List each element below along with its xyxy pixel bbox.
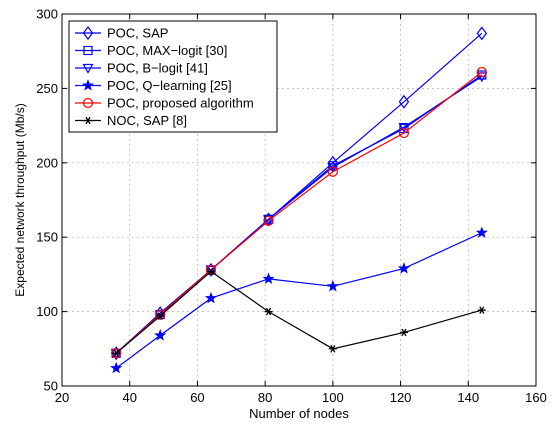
x-tick-label: 80 <box>258 390 272 405</box>
data-point <box>112 349 121 358</box>
x-tick-label: 100 <box>322 390 344 405</box>
data-point <box>398 122 410 133</box>
data-point <box>156 312 165 320</box>
x-tick-label: 20 <box>55 390 69 405</box>
legend-marker <box>82 97 94 109</box>
asterisk-stroke <box>265 307 272 316</box>
x-tick-label: 120 <box>390 390 412 405</box>
legend-item: POC, SAP <box>75 26 168 41</box>
legend-label: POC, MAX−logit [30] <box>107 43 227 58</box>
x-tick-label: 160 <box>525 390 547 405</box>
data-point <box>154 310 166 321</box>
y-tick-label: 100 <box>36 304 58 319</box>
data-point <box>398 127 410 139</box>
data-point <box>399 328 408 337</box>
data-point <box>327 166 338 177</box>
series-line <box>115 71 483 354</box>
data-point <box>475 226 488 238</box>
x-tick-label: 140 <box>457 390 479 405</box>
plot-frame <box>61 13 537 387</box>
data-point <box>204 291 218 304</box>
legend-marker <box>82 63 94 74</box>
data-point <box>477 306 486 314</box>
y-tick-label: 50 <box>44 379 58 394</box>
legend-item: POC, Q−learning [25] <box>75 78 232 93</box>
legend-label: NOC, SAP [8] <box>107 113 187 128</box>
asterisk-stroke <box>85 116 91 125</box>
data-point <box>205 264 217 276</box>
legend-label: POC, proposed algorithm <box>107 96 254 111</box>
x-tick-label: 60 <box>190 390 204 405</box>
data-point <box>205 265 217 276</box>
y-tick-label: 200 <box>36 155 58 170</box>
asterisk-stroke <box>401 328 407 337</box>
data-point <box>476 72 488 83</box>
data-point <box>327 155 339 170</box>
asterisk-stroke <box>479 306 485 314</box>
legend-marker <box>81 79 95 91</box>
data-point <box>154 329 167 341</box>
data-point <box>110 361 123 374</box>
legend-item: NOC, SAP [8] <box>75 113 187 128</box>
legend-label: POC, Q−learning [25] <box>107 78 232 93</box>
legend-marker <box>84 116 92 125</box>
data-point <box>476 66 487 78</box>
legend-item: POC, proposed algorithm <box>75 96 254 111</box>
legend-label: POC, SAP <box>107 26 168 41</box>
y-tick-label: 150 <box>36 230 58 245</box>
y-axis-label: Expected network throughput (Mb/s) <box>13 103 27 296</box>
x-tick-label: 40 <box>122 390 136 405</box>
legend-marker <box>82 26 94 40</box>
data-point <box>262 272 275 285</box>
data-point <box>263 215 274 226</box>
x-axis-label: Number of nodes <box>249 406 349 421</box>
asterisk-stroke <box>208 267 214 276</box>
data-point <box>206 267 215 276</box>
legend-item: POC, MAX−logit [30] <box>75 43 227 58</box>
legend-label: POC, B−logit [41] <box>107 61 208 76</box>
legend-box <box>68 20 278 133</box>
series-4 <box>110 226 488 374</box>
axis-ticks: 20 40 60 80 100 120 140 160 50 100 150 200 250 300 <box>36 7 547 406</box>
y-tick-label: 250 <box>36 81 58 96</box>
data-point <box>264 307 273 316</box>
series-5 <box>111 66 487 359</box>
data-point <box>398 94 410 109</box>
legend-item: POC, B−logit [41] <box>75 61 208 76</box>
data-point <box>328 345 337 353</box>
data-point <box>476 26 488 41</box>
data-point <box>155 309 166 320</box>
series-6 <box>112 267 486 358</box>
data-point <box>326 279 339 292</box>
legend-marker <box>83 45 93 56</box>
y-tick-label: 300 <box>36 7 58 22</box>
asterisk-stroke <box>330 345 336 353</box>
data-point <box>397 262 411 274</box>
legend: POC, SAP POC, MAX−logit [30] POC, B−logit … <box>68 20 278 133</box>
data-point <box>111 348 122 359</box>
asterisk-stroke <box>157 312 163 320</box>
data-series <box>110 26 488 374</box>
asterisk-stroke <box>113 349 119 358</box>
